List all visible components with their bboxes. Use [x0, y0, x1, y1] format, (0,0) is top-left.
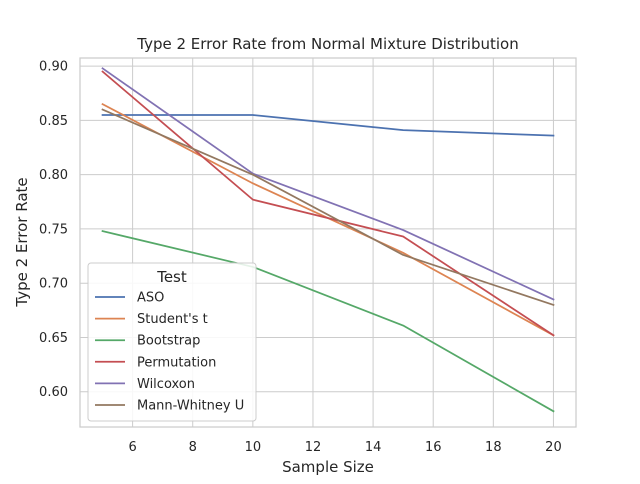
chart-title: Type 2 Error Rate from Normal Mixture Di… — [136, 35, 518, 53]
series-line-mann-whitney-u — [101, 108, 555, 307]
plot-area-frame — [79, 57, 577, 428]
x-tick-label: 10 — [245, 440, 262, 455]
x-tick-label: 6 — [128, 440, 136, 455]
y-tick-label: 0.80 — [39, 168, 68, 183]
legend-label: ASO — [137, 291, 164, 306]
y-axis-label: Type 2 Error Rate — [13, 177, 31, 307]
series-line-permutation — [101, 70, 555, 337]
y-tick-label: 0.70 — [39, 277, 68, 292]
x-tick-label: 16 — [425, 440, 442, 455]
series-line-wilcoxon — [101, 67, 555, 301]
legend-box — [87, 262, 257, 422]
x-tick-label: 20 — [545, 440, 562, 455]
legend-label: Mann-Whitney U — [137, 399, 244, 414]
y-tick-label: 0.60 — [39, 385, 68, 400]
legend-label: Wilcoxon — [137, 377, 195, 392]
x-axis-ticks: 6 8 10 12 14 16 18 20 — [128, 440, 561, 455]
x-tick-label: 18 — [485, 440, 502, 455]
legend-label: Permutation — [137, 355, 216, 370]
legend: Test ASO Student's t Bootstrap Permutation Wi… — [87, 262, 257, 422]
y-axis-ticks: 0.60 0.65 0.70 0.75 0.80 0.85 0.90 — [39, 60, 68, 401]
x-axis-label: Sample Size — [282, 458, 374, 476]
legend-label: Student's t — [137, 312, 208, 327]
x-tick-label: 14 — [365, 440, 382, 455]
y-tick-label: 0.85 — [39, 114, 68, 129]
series-line-aso — [101, 114, 555, 137]
y-tick-label: 0.75 — [39, 222, 68, 237]
series-lines — [101, 67, 555, 413]
legend-label: Bootstrap — [137, 334, 200, 349]
x-tick-label: 8 — [189, 440, 197, 455]
legend-title: Test — [156, 268, 187, 286]
x-tick-label: 12 — [305, 440, 322, 455]
series-line-bootstrap — [101, 230, 555, 413]
y-tick-label: 0.90 — [39, 60, 68, 75]
y-tick-label: 0.65 — [39, 331, 68, 346]
